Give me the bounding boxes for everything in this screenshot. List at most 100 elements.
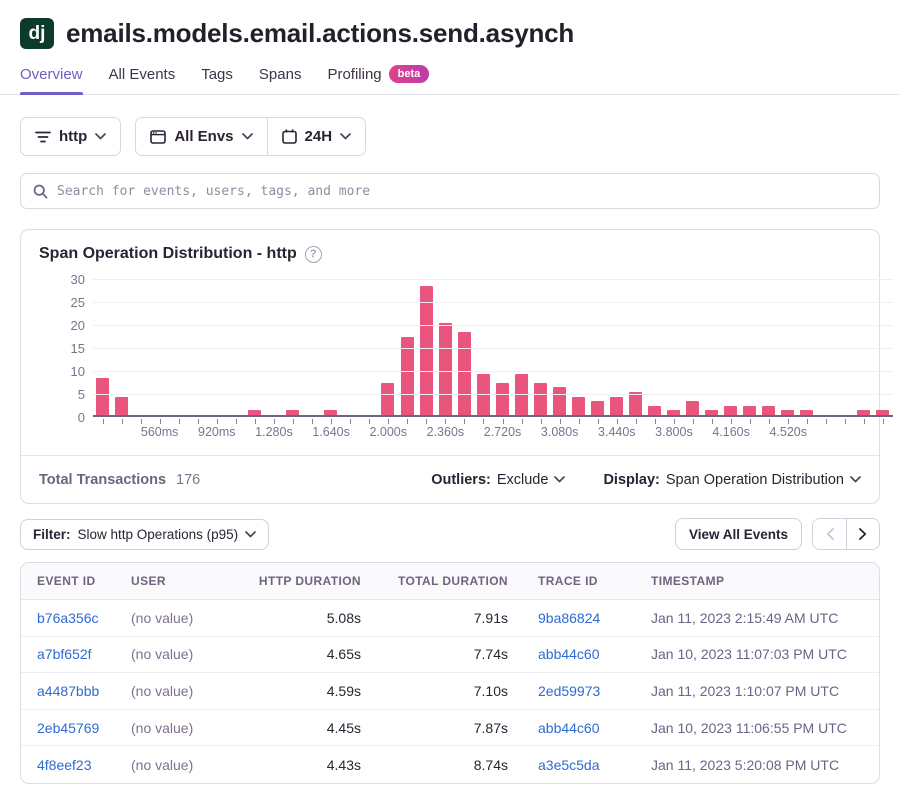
x-tick xyxy=(312,419,314,424)
x-tick xyxy=(350,419,352,424)
histogram-bucket xyxy=(664,277,683,415)
histogram-bar xyxy=(286,410,300,415)
histogram-bar xyxy=(457,332,471,415)
view-all-events-button[interactable]: View All Events xyxy=(674,518,802,550)
page-header: dj emails.models.email.actions.send.asyn… xyxy=(0,0,900,49)
x-tick-label: 1.280s xyxy=(255,425,293,439)
histogram-bar xyxy=(438,323,452,415)
pagination xyxy=(812,518,880,550)
y-tick-label: 0 xyxy=(77,410,85,425)
tab-profiling-label: Profiling xyxy=(327,65,382,83)
trace-id-cell[interactable]: 2ed59973 xyxy=(538,682,601,699)
event-id-cell[interactable]: 2eb45769 xyxy=(37,719,100,736)
histogram-bar xyxy=(781,410,795,415)
histogram-bar xyxy=(590,401,604,415)
event-id-cell[interactable]: a7bf652f xyxy=(37,646,92,663)
histogram-bucket xyxy=(645,277,664,415)
chart-header: Span Operation Distribution - http ? xyxy=(21,230,879,263)
page-title: emails.models.email.actions.send.asynch xyxy=(66,18,575,48)
x-tick xyxy=(216,419,218,424)
histogram-bucket xyxy=(112,277,131,415)
x-tick xyxy=(464,419,466,424)
operation-filter-dropdown[interactable]: http xyxy=(20,117,122,156)
histogram-bar xyxy=(762,405,776,415)
tab-all-events[interactable]: All Events xyxy=(109,65,176,94)
gridline xyxy=(93,302,893,303)
histogram-bucket xyxy=(417,277,436,415)
beta-badge: beta xyxy=(388,65,430,83)
event-id-cell[interactable]: b76a356c xyxy=(37,609,99,626)
x-axis-ticks xyxy=(93,419,893,424)
event-id-cell[interactable]: 4f8eef23 xyxy=(37,756,92,773)
x-tick xyxy=(445,419,447,424)
histogram-bar xyxy=(533,382,547,415)
span-distribution-chart[interactable]: 0 5 10 15 20 25 30 560ms 920ms 1.280s 1.640s 2.000… xyxy=(37,272,893,445)
x-tick xyxy=(102,419,104,424)
http-duration-cell: 4.59s xyxy=(326,682,361,699)
environment-dropdown[interactable]: All Envs xyxy=(136,118,266,155)
x-tick xyxy=(635,419,637,424)
user-cell: (no value) xyxy=(131,682,194,699)
histogram-bucket xyxy=(398,277,417,415)
x-tick xyxy=(540,419,542,424)
display-dropdown[interactable]: Display: Span Operation Distribution xyxy=(603,472,861,488)
x-tick xyxy=(883,419,885,424)
x-tick xyxy=(673,419,675,424)
tab-overview-label: Overview xyxy=(20,65,83,83)
table-row: a7bf652f (no value) 4.65s 7.74s abb44c60 Jan … xyxy=(21,637,879,674)
chart-footer-controls: Outliers: Exclude Display: Span Operatio… xyxy=(431,472,861,488)
tab-spans-label: Spans xyxy=(258,65,302,83)
histogram-bar xyxy=(666,410,680,415)
x-tick xyxy=(502,419,504,424)
histogram-bar xyxy=(96,378,110,415)
http-duration-cell: 4.43s xyxy=(326,756,361,773)
histogram-bucket xyxy=(245,277,264,415)
y-tick-label: 5 xyxy=(77,387,85,402)
previous-page-button[interactable] xyxy=(813,519,846,549)
search-input[interactable] xyxy=(57,183,867,199)
total-duration-cell: 7.87s xyxy=(473,719,508,736)
histogram-bucket xyxy=(321,277,340,415)
trace-id-cell[interactable]: abb44c60 xyxy=(538,646,600,663)
tab-overview[interactable]: Overview xyxy=(20,65,83,95)
display-label: Display: xyxy=(603,471,660,488)
x-tick xyxy=(140,419,142,424)
total-duration-cell: 8.74s xyxy=(473,756,508,773)
time-range-dropdown[interactable]: 24H xyxy=(268,118,366,155)
x-tick xyxy=(178,419,180,424)
outliers-dropdown[interactable]: Outliers: Exclude xyxy=(431,472,566,488)
histogram-bucket xyxy=(588,277,607,415)
histogram-bucket xyxy=(873,277,892,415)
search-icon xyxy=(33,184,48,199)
x-tick xyxy=(559,419,561,424)
next-page-button[interactable] xyxy=(846,519,879,549)
x-tick xyxy=(521,419,523,424)
table-row: a4487bbb (no value) 4.59s 7.10s 2ed59973 Jan … xyxy=(21,673,879,710)
tab-spans[interactable]: Spans xyxy=(259,65,302,94)
trace-id-cell[interactable]: 9ba86824 xyxy=(538,609,601,626)
chevron-down-icon xyxy=(95,133,107,140)
events-toolbar: Filter: Slow http Operations (p95) View … xyxy=(20,518,880,550)
tab-all-events-label: All Events xyxy=(108,65,176,83)
event-id-cell[interactable]: a4487bbb xyxy=(37,682,100,699)
events-filter-dropdown[interactable]: Filter: Slow http Operations (p95) xyxy=(20,518,270,550)
histogram-bucket xyxy=(493,277,512,415)
timestamp-cell: Jan 11, 2023 2:15:49 AM UTC xyxy=(651,609,839,626)
table-row: b76a356c (no value) 5.08s 7.91s 9ba86824 Jan … xyxy=(21,600,879,637)
django-project-icon: dj xyxy=(20,18,54,49)
trace-id-cell[interactable]: abb44c60 xyxy=(538,719,600,736)
x-tick xyxy=(388,419,390,424)
tab-tags[interactable]: Tags xyxy=(201,65,233,94)
chevron-down-icon xyxy=(245,530,256,538)
tab-profiling[interactable]: Profiling beta xyxy=(327,65,430,94)
histogram-bar xyxy=(248,410,262,415)
trace-id-cell[interactable]: a3e5c5da xyxy=(538,756,600,773)
histogram-bar xyxy=(724,405,738,415)
total-duration-cell: 7.10s xyxy=(473,682,508,699)
help-icon[interactable]: ? xyxy=(304,245,322,263)
x-tick xyxy=(826,419,828,424)
bars-container xyxy=(93,277,893,415)
timestamp-cell: Jan 10, 2023 11:07:03 PM UTC xyxy=(651,646,847,663)
histogram-bar xyxy=(115,396,129,415)
x-tick xyxy=(578,419,580,424)
